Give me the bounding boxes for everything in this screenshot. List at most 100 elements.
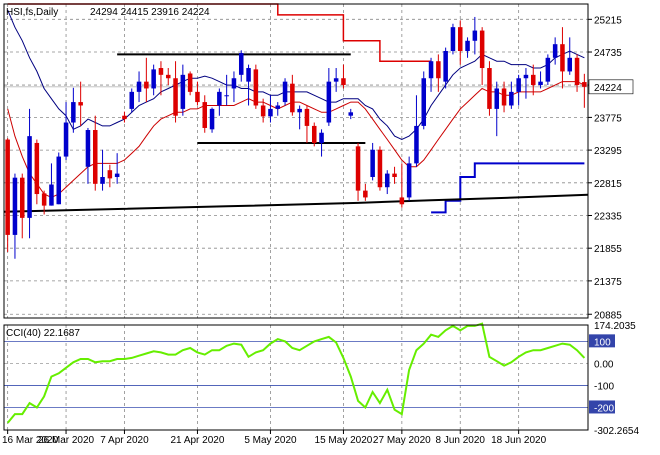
candle xyxy=(392,166,397,184)
candle xyxy=(275,102,281,116)
candle xyxy=(582,73,587,108)
candle xyxy=(472,16,478,55)
candle-body xyxy=(384,173,390,188)
candle xyxy=(465,37,470,58)
candle-body xyxy=(560,44,565,72)
candle xyxy=(27,108,32,239)
candle xyxy=(494,81,500,137)
candle xyxy=(290,74,295,116)
time-tick-label: 16 Mar 2020 xyxy=(2,435,59,446)
candle-body xyxy=(114,173,120,178)
candles xyxy=(5,16,587,259)
candle-body xyxy=(63,122,69,157)
candle xyxy=(238,50,244,82)
candle xyxy=(428,57,434,92)
candle xyxy=(567,37,573,75)
cci-tick-label: -200 xyxy=(594,403,614,414)
candle xyxy=(246,64,251,106)
candle xyxy=(501,81,507,113)
candle xyxy=(63,102,69,160)
candle-body xyxy=(100,177,105,184)
price-tick-label: 25215 xyxy=(594,15,622,26)
candle-body xyxy=(304,108,310,126)
candle xyxy=(487,61,492,116)
blue-step-line xyxy=(431,162,585,214)
chart-title: HSI,fs,Daily xyxy=(6,7,58,18)
candle-body xyxy=(377,149,383,188)
candle xyxy=(78,81,83,126)
candle-body xyxy=(136,81,142,92)
moving-average-blue xyxy=(7,9,585,141)
candle-body xyxy=(41,193,47,206)
candle xyxy=(370,142,375,181)
price-overlays xyxy=(3,3,589,214)
candle-body xyxy=(56,156,62,205)
red-step-line xyxy=(7,3,432,62)
candle xyxy=(399,163,405,208)
time-tick-label: 8 Jun 2020 xyxy=(436,435,486,446)
candle xyxy=(406,156,412,201)
candle xyxy=(523,68,529,99)
candle xyxy=(151,64,156,96)
candle xyxy=(92,115,98,191)
cci-tick-label: 0.00 xyxy=(594,359,614,370)
candle xyxy=(530,64,536,96)
price-tick-label: 21855 xyxy=(594,244,622,255)
candle-body xyxy=(472,30,478,41)
candle-body xyxy=(49,184,54,206)
last-price-label: 24224 xyxy=(594,83,622,94)
candle xyxy=(311,122,317,147)
candle xyxy=(363,183,368,201)
candle xyxy=(341,64,346,89)
candle xyxy=(377,146,383,191)
price-tick-label: 23295 xyxy=(594,146,622,157)
cci-plot xyxy=(6,322,586,424)
candle-body xyxy=(238,53,244,75)
candle-body xyxy=(268,108,273,117)
candle xyxy=(114,153,120,184)
candle-body xyxy=(552,44,558,58)
candle-body xyxy=(85,130,91,167)
candle-body xyxy=(443,50,448,82)
candle xyxy=(100,149,105,191)
price-tick-label: 23775 xyxy=(594,113,622,124)
price-tick-label: 20885 xyxy=(594,310,622,321)
axes: 2521524735242502377523295228152233521855… xyxy=(2,3,639,446)
candle xyxy=(129,88,135,113)
candle-body xyxy=(363,190,368,198)
last-price-box xyxy=(588,79,634,95)
candle xyxy=(217,88,222,116)
candle-body xyxy=(27,136,32,218)
time-tick-label: 18 Jun 2020 xyxy=(491,435,546,446)
candle-body xyxy=(107,170,113,179)
candle-body xyxy=(399,197,405,205)
main-panel-frame xyxy=(3,3,589,319)
candle-body xyxy=(34,142,40,195)
candle-body xyxy=(217,91,222,106)
cci-tick-label: -100 xyxy=(594,381,614,392)
cci-level-box xyxy=(589,334,615,348)
candle-body xyxy=(173,78,178,116)
candle-body xyxy=(158,68,164,75)
candle-body xyxy=(465,40,470,51)
price-tick-label: 22815 xyxy=(594,179,622,190)
candle-body xyxy=(370,149,375,178)
candle xyxy=(12,173,18,259)
candle xyxy=(180,64,186,116)
candle xyxy=(260,98,266,123)
candle-body xyxy=(129,91,135,109)
time-tick-label: 27 May 2020 xyxy=(373,435,431,446)
candle xyxy=(516,74,521,106)
candle xyxy=(414,95,419,167)
candle-body xyxy=(406,163,412,198)
candle xyxy=(355,142,361,201)
candle xyxy=(297,105,302,130)
candle-body xyxy=(187,73,193,92)
candle-body xyxy=(457,27,463,51)
candle xyxy=(144,57,149,103)
candle-body xyxy=(392,173,397,178)
cci-line xyxy=(6,322,586,424)
candle xyxy=(85,127,91,184)
candle-body xyxy=(523,74,529,79)
